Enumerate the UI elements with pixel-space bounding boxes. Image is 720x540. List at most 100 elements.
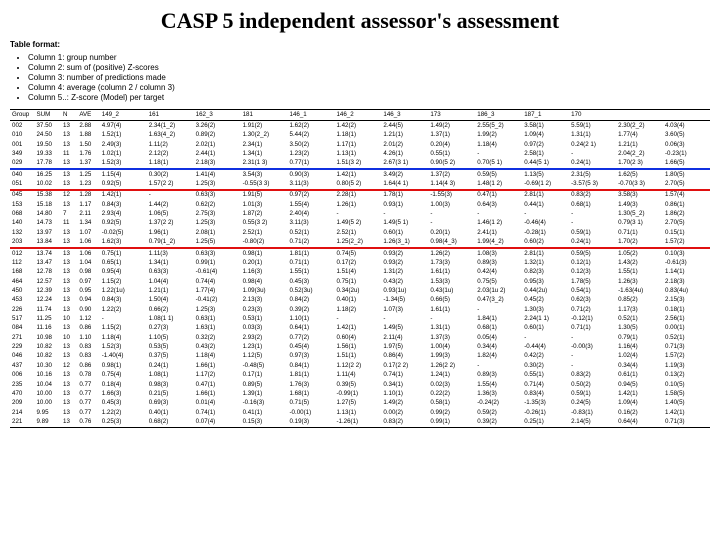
cell: 13 [61, 380, 77, 389]
cell: 0.06(3) [663, 140, 710, 149]
cell: 0.93(1u) [381, 286, 428, 295]
cell: 029 [10, 159, 34, 169]
cell: 1.77(4) [194, 286, 241, 295]
cell: 10.00 [34, 389, 61, 398]
cell: 470 [10, 389, 34, 398]
cell: 0.20(4) [428, 140, 475, 149]
table-row: 06814.8072.112.93(4)1.06(5)2.75(3)1.87(2… [10, 210, 710, 219]
cell: 1.10 [77, 333, 99, 342]
col-header: N [61, 110, 77, 121]
cell: 2.70(5) [663, 219, 710, 228]
col-header: 162_3 [194, 110, 241, 121]
cell: 0.47(1) [194, 380, 241, 389]
cell: - [475, 305, 522, 314]
cell: 1.21(1) [616, 140, 663, 149]
cell: 0.63(3) [147, 268, 194, 277]
cell: 002 [10, 121, 34, 131]
cell: 13 [61, 238, 77, 248]
cell: 001 [10, 140, 34, 149]
legend-item: Column 3: number of predictions made [28, 73, 710, 83]
cell: 0.40(1) [334, 296, 381, 305]
cell: 0.85(2) [616, 296, 663, 305]
cell: 13 [61, 169, 77, 179]
cell: 1.78(1) [381, 190, 428, 200]
cell: 0.54(1) [569, 286, 616, 295]
cell: 1.22(2) [100, 305, 147, 314]
cell: 1.11(2) [147, 140, 194, 149]
cell: 0.84(1) [288, 361, 335, 370]
cell: - [428, 219, 475, 228]
cell: 1.57(2 2) [147, 180, 194, 190]
cell: 0.59(5) [475, 169, 522, 179]
cell: 068 [10, 210, 34, 219]
cell: 0.39(2) [288, 305, 335, 314]
cell: 229 [10, 343, 34, 352]
cell: 051 [10, 180, 34, 190]
cell: - [569, 210, 616, 219]
cell: 13 [61, 389, 77, 398]
cell: - [428, 210, 475, 219]
cell: 0.53(1) [241, 315, 288, 324]
cell: 0.55(3 2) [241, 219, 288, 228]
cell: 0.15(3) [241, 418, 288, 427]
cell: 1.99(4_2) [475, 238, 522, 248]
cell: 0.59(2) [475, 408, 522, 417]
cell: 1.40(5) [663, 399, 710, 408]
legend-item: Column 5..: Z-score (Model) per target [28, 93, 710, 103]
cell: 226 [10, 305, 34, 314]
cell: 0.12(1) [569, 258, 616, 267]
cell: 0.47(3_2) [475, 296, 522, 305]
cell: 12.78 [34, 268, 61, 277]
cell: 0.64(3) [475, 200, 522, 209]
cell: 2.67(3 1) [381, 159, 428, 169]
table-row: 14014.73111.340.92(5)1.37(2 2)1.25(3)0.5… [10, 219, 710, 228]
cell: 0.80(5 2) [334, 180, 381, 190]
cell: 0.97(2) [288, 190, 335, 200]
cell: 1.09(3u) [241, 286, 288, 295]
cell: 1.22(2) [100, 408, 147, 417]
cell: 1.15(2) [100, 277, 147, 286]
cell: 1.13(1) [334, 149, 381, 158]
cell: 2.31(5) [569, 169, 616, 179]
cell: 0.25(3) [100, 418, 147, 427]
cell: 1.62(3) [100, 238, 147, 248]
cell: 1.18(4) [100, 333, 147, 342]
cell: 1.09(4) [616, 399, 663, 408]
cell: 1.04(4) [147, 277, 194, 286]
cell: 1.52(3) [100, 343, 147, 352]
cell: 2.93(4) [100, 210, 147, 219]
cell: 0.42(2) [522, 352, 569, 361]
cell: 0.84(3) [100, 296, 147, 305]
cell: 10.16 [34, 371, 61, 380]
cell: 1.48(1 2) [475, 180, 522, 190]
cell: 0.74(1) [381, 371, 428, 380]
cell: 13 [61, 371, 77, 380]
cell: 0.42(4) [475, 268, 522, 277]
cell: 2.30(2_2) [616, 121, 663, 131]
cell: 2.13(3) [241, 296, 288, 305]
cell: 10.02 [34, 180, 61, 190]
cell: 12 [61, 361, 77, 370]
header-row: GroupSUMNAVE149_2161162_3181146_1146_214… [10, 110, 710, 121]
cell: -3.57(5 3) [569, 180, 616, 190]
col-header: SUM [34, 110, 61, 121]
cell: 0.75(1) [334, 277, 381, 286]
cell: -0.46(4) [522, 219, 569, 228]
cell: 1.34(1) [241, 149, 288, 158]
cell: 0.45(2) [522, 296, 569, 305]
cell: 2.52(1) [241, 228, 288, 237]
cell: 0.63(3) [194, 190, 241, 200]
cell: 1.18(4) [475, 140, 522, 149]
cell: 13 [61, 180, 77, 190]
cell: 1.21(1) [147, 286, 194, 295]
cell: 0.83(4) [522, 389, 569, 398]
cell: 0.52(1) [663, 333, 710, 342]
cell: 0.94 [77, 296, 99, 305]
cell: 0.97(2) [522, 140, 569, 149]
cell: 11.16 [34, 324, 61, 333]
cell: 0.98 [77, 268, 99, 277]
cell: 11.25 [34, 315, 61, 324]
cell: 0.62(3) [569, 296, 616, 305]
cell: 0.63(3) [194, 248, 241, 258]
cell: 0.03(3) [241, 324, 288, 333]
